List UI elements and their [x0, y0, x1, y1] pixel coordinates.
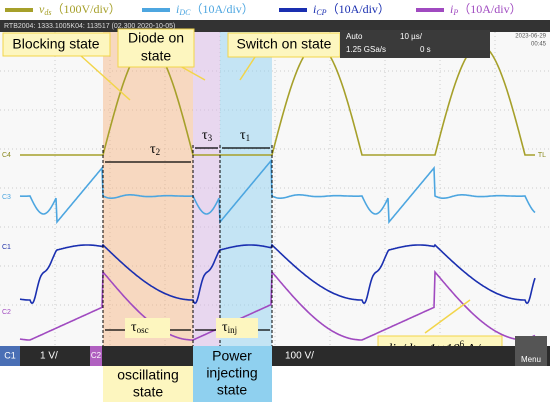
legend-symbol: i: [450, 2, 453, 16]
diode-region: [193, 32, 220, 346]
injecting-label: state: [217, 382, 248, 398]
legend-label: iP（10A/div）: [450, 2, 522, 17]
injecting-label: injecting: [206, 365, 257, 381]
callout: [239, 56, 256, 81]
blocking-label: Blocking state: [12, 36, 99, 52]
legend-scale: （10A/div）: [458, 2, 521, 16]
channel-marker: C2: [2, 309, 11, 316]
legend-symbol: v: [39, 2, 45, 16]
legend-sub: ds: [44, 8, 51, 17]
diode-label: state: [141, 48, 172, 64]
waveforms: [19, 44, 536, 341]
waveform: [19, 243, 536, 305]
ch1-label: C1: [4, 350, 16, 360]
legend-symbol: i: [176, 2, 179, 16]
waveform: [19, 158, 536, 225]
legend-label: iDC（10A/div）: [176, 2, 254, 17]
tau-osc-box: [125, 318, 170, 338]
oscillating-box: [103, 366, 193, 402]
clock: 00:45: [531, 42, 547, 48]
legend-scale: （10A/div）: [327, 2, 390, 16]
trigger-marker: TL: [538, 152, 546, 159]
tau-inj-box: [216, 318, 258, 338]
legend: vds（100V/div） iDC（10A/div） iCP（10A/div） iP（…: [5, 2, 522, 17]
blocking-box: [2, 32, 111, 57]
oscillating-region: [103, 32, 193, 402]
tau-osc: τosc: [131, 320, 149, 335]
trigger-mode: Auto: [346, 32, 363, 41]
time-offset: 0 s: [420, 45, 431, 54]
callout: [179, 65, 206, 81]
oscillating-label: state: [133, 384, 164, 400]
scope-bottom-bar: [0, 346, 550, 366]
injecting-label: Power: [212, 348, 252, 364]
callout: [79, 54, 131, 101]
ch1-chip: [0, 346, 20, 366]
channel-marker: C3: [2, 194, 11, 201]
ch4-scale: 100 V/: [285, 351, 314, 362]
date: 2023-06-29: [515, 34, 546, 40]
callout-lines: [79, 54, 471, 334]
diode-label: Diode on: [128, 30, 184, 46]
ch1-scale: 1 V/: [40, 351, 58, 362]
legend-sub: CP: [316, 8, 326, 17]
tau-inj: τinj: [222, 320, 237, 335]
switch-region: [220, 32, 272, 346]
scope-header: RTB2004: 1333.1005K04: 113517 (02.300 20…: [4, 23, 175, 30]
menu-button[interactable]: [515, 336, 547, 366]
oscillating-label: oscillating: [117, 367, 178, 383]
waveform: [20, 44, 535, 156]
sample-rate: 1.25 GSa/s: [346, 45, 386, 54]
switch-box: [227, 32, 341, 58]
legend-symbol: i: [313, 2, 316, 16]
tau1: τ1: [240, 128, 250, 143]
channel-marker: C1: [2, 244, 11, 251]
callout: [424, 299, 471, 334]
diode-box: [117, 28, 195, 68]
legend-label: iCP（10A/div）: [313, 2, 390, 17]
dashed-lines: [102, 145, 273, 346]
timebase: 10 µs/: [400, 32, 423, 41]
ch2-label: C2: [91, 351, 102, 360]
menu-label[interactable]: Menu: [521, 355, 541, 364]
tau3: τ3: [202, 128, 213, 143]
tau2: τ2: [150, 142, 160, 157]
timebase-panel: [340, 30, 490, 58]
legend-label: vds（100V/div）: [39, 2, 121, 17]
channel-marker: C4: [2, 152, 11, 159]
ch2-chip: [90, 346, 102, 366]
switch-label: Switch on state: [237, 36, 332, 52]
legend-scale: （100V/div）: [51, 2, 120, 16]
waveform: [19, 269, 536, 341]
legend-sub: DC: [178, 8, 191, 17]
legend-sub: P: [452, 8, 458, 17]
injecting-box: [193, 346, 272, 402]
legend-scale: （10A/div）: [190, 2, 253, 16]
